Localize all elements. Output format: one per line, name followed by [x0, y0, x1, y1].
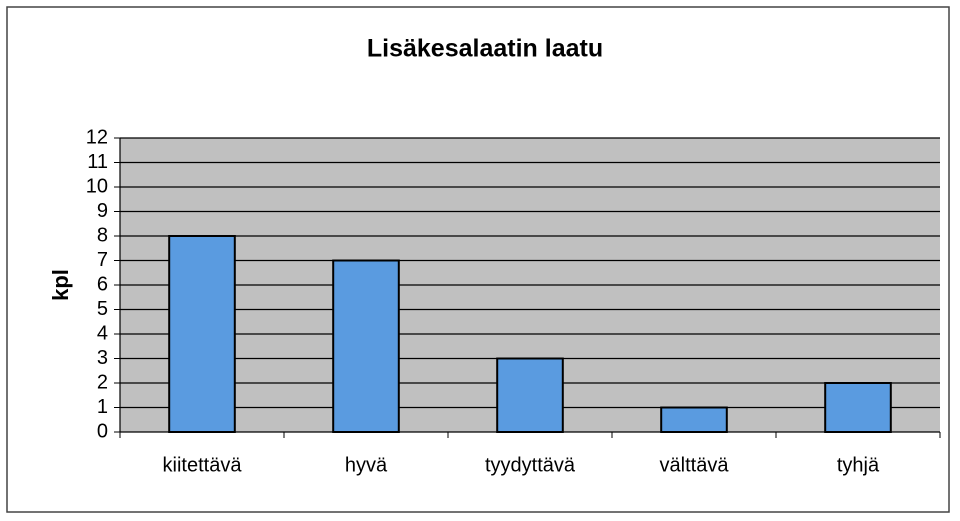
bar: [660, 406, 728, 433]
chart-title: Lisäkesalaatin laatu: [367, 35, 603, 63]
y-tick-label: 1: [97, 396, 108, 418]
y-tick-label: 0: [97, 420, 108, 442]
x-tick-label: tyhjä: [837, 454, 880, 476]
bar: [332, 259, 400, 433]
y-tick-label: 3: [97, 347, 108, 369]
y-tick-label: 10: [86, 175, 108, 197]
y-tick-label: 7: [97, 249, 108, 271]
y-tick-label: 6: [97, 273, 108, 295]
y-tick-label: 11: [87, 151, 108, 173]
y-tick-label: 12: [86, 126, 108, 148]
y-tick-label: 8: [97, 224, 108, 246]
y-tick-label: 9: [97, 200, 108, 222]
y-tick-label: 4: [97, 322, 108, 344]
x-tick-label: kiitettävä: [163, 454, 243, 476]
y-tick-label: 2: [97, 371, 108, 393]
x-tick-label: tyydyttävä: [485, 454, 576, 476]
bar: [168, 235, 236, 433]
x-tick-label: välttävä: [660, 454, 730, 476]
y-tick-label: 5: [97, 298, 108, 320]
bar: [824, 382, 892, 433]
bar: [496, 357, 564, 433]
x-tick-label: hyvä: [345, 454, 388, 476]
y-axis-label: kpl: [48, 269, 73, 301]
